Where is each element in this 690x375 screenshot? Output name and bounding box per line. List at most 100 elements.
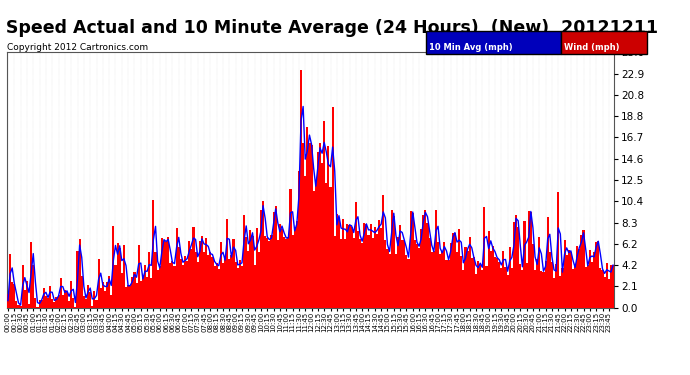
- Bar: [334, 236, 336, 308]
- Bar: [256, 228, 258, 308]
- Bar: [458, 229, 460, 308]
- Bar: [439, 254, 441, 308]
- Bar: [294, 227, 296, 308]
- Bar: [218, 268, 220, 308]
- Bar: [77, 251, 79, 308]
- Bar: [488, 231, 490, 308]
- Bar: [155, 252, 157, 308]
- Bar: [283, 237, 285, 308]
- Bar: [460, 256, 462, 308]
- Bar: [171, 261, 173, 308]
- Bar: [83, 296, 85, 307]
- Bar: [30, 242, 32, 308]
- Bar: [180, 260, 182, 308]
- Bar: [509, 247, 511, 308]
- Bar: [511, 268, 513, 308]
- Bar: [346, 225, 348, 308]
- Bar: [163, 242, 165, 308]
- Text: Wind Speed Actual and 10 Minute Average (24 Hours)  (New)  20121211: Wind Speed Actual and 10 Minute Average …: [0, 19, 658, 37]
- Bar: [502, 251, 504, 308]
- Bar: [408, 260, 410, 308]
- Bar: [199, 241, 201, 308]
- Bar: [59, 278, 61, 308]
- Bar: [64, 290, 66, 308]
- Bar: [608, 279, 610, 308]
- Bar: [258, 252, 260, 308]
- Bar: [106, 282, 108, 308]
- Bar: [340, 239, 342, 308]
- Bar: [135, 283, 137, 308]
- Bar: [454, 232, 456, 308]
- Bar: [513, 222, 515, 308]
- Bar: [542, 272, 544, 308]
- Bar: [344, 239, 346, 308]
- Bar: [281, 229, 283, 308]
- Bar: [424, 210, 426, 308]
- Bar: [574, 266, 576, 308]
- Bar: [319, 143, 321, 308]
- Bar: [490, 251, 492, 308]
- Bar: [300, 70, 302, 308]
- Bar: [129, 286, 131, 308]
- Bar: [26, 281, 28, 308]
- Bar: [598, 241, 600, 308]
- Bar: [79, 238, 81, 308]
- Bar: [504, 267, 506, 308]
- Bar: [484, 207, 486, 308]
- Bar: [572, 269, 574, 308]
- Bar: [169, 263, 171, 308]
- Bar: [51, 299, 53, 307]
- Bar: [584, 267, 586, 308]
- Bar: [593, 252, 595, 308]
- Bar: [182, 265, 184, 308]
- Bar: [289, 189, 292, 308]
- Bar: [205, 237, 207, 308]
- Bar: [112, 226, 115, 308]
- Bar: [462, 270, 464, 308]
- Bar: [173, 266, 175, 308]
- Bar: [526, 263, 528, 308]
- Bar: [426, 224, 428, 308]
- Bar: [348, 225, 351, 308]
- Bar: [99, 288, 102, 308]
- Bar: [336, 214, 338, 308]
- Bar: [534, 270, 536, 308]
- Bar: [437, 242, 439, 308]
- Bar: [186, 261, 188, 308]
- Bar: [515, 214, 517, 308]
- Bar: [34, 298, 37, 307]
- Bar: [243, 215, 245, 308]
- Bar: [15, 301, 17, 307]
- Bar: [564, 240, 566, 308]
- Bar: [37, 307, 39, 308]
- Bar: [506, 275, 509, 308]
- Bar: [228, 259, 230, 308]
- Bar: [47, 298, 49, 307]
- Bar: [544, 261, 546, 308]
- Bar: [302, 142, 304, 308]
- Bar: [203, 252, 205, 308]
- Bar: [562, 268, 564, 308]
- Bar: [520, 264, 522, 308]
- Bar: [260, 210, 262, 308]
- Bar: [245, 237, 247, 308]
- Bar: [184, 256, 186, 307]
- Bar: [87, 285, 89, 308]
- Bar: [230, 255, 233, 308]
- Bar: [591, 262, 593, 308]
- Bar: [433, 251, 435, 308]
- Bar: [612, 265, 614, 308]
- Bar: [102, 282, 104, 308]
- Bar: [558, 192, 560, 308]
- Bar: [222, 263, 224, 308]
- Bar: [201, 237, 203, 308]
- Bar: [446, 260, 448, 308]
- Bar: [152, 200, 155, 308]
- Bar: [589, 250, 591, 307]
- Bar: [406, 255, 408, 308]
- Bar: [85, 299, 87, 307]
- Bar: [133, 272, 135, 308]
- Bar: [412, 213, 414, 308]
- Bar: [327, 146, 330, 308]
- Bar: [127, 285, 129, 308]
